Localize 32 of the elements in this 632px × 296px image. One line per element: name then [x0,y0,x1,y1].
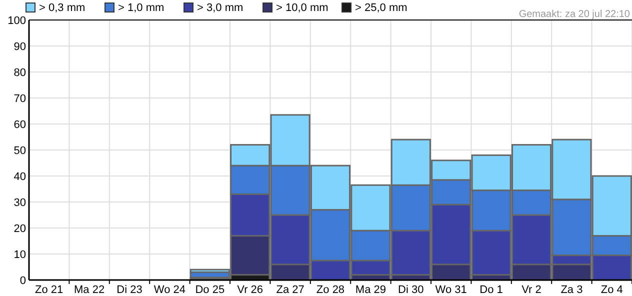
x-tick-label: Di 23 [116,284,142,296]
y-tick-label: 40 [14,170,26,183]
y-tick-label: 90 [14,40,26,53]
x-tick-label: Zo 4 [600,284,623,296]
y-tick-label: 80 [14,66,26,79]
y-tick-label: 100 [8,14,26,27]
y-tick-label: 10 [14,248,26,261]
x-tick-label: Di 30 [398,284,424,296]
legend-label: > 25,0 mm [355,2,408,14]
x-tick-label: Do 25 [195,284,225,296]
legend-label: > 0,3 mm [39,2,86,14]
legend-label: > 10,0 mm [276,2,328,14]
x-tick-label: Ma 22 [74,284,105,296]
x-tick-label: Zo 28 [316,284,345,296]
x-tick-label: Ma 29 [355,284,386,296]
x-tick-label: Wo 24 [154,284,186,296]
x-tick-label: Za 27 [276,284,304,296]
x-tick-label: Vr 2 [522,284,542,296]
legend-label: > 3,0 mm [197,2,244,14]
x-tick-label: Wo 31 [435,284,467,296]
y-tick-label: 30 [14,196,26,209]
legend-label: > 1,0 mm [118,2,164,14]
x-tick-label: Do 1 [480,284,503,296]
y-tick-label: 20 [14,222,26,235]
annotation: Gemaakt: za 20 jul 22:10 [518,9,630,20]
y-tick-label: 0 [20,274,26,287]
x-tick-label: Zo 21 [35,284,64,296]
y-tick-label: 50 [14,144,26,157]
x-tick-label: Za 3 [560,284,583,296]
y-tick-label: 70 [14,92,26,105]
y-tick-label: 60 [14,118,26,131]
x-tick-label: Vr 26 [237,284,264,296]
